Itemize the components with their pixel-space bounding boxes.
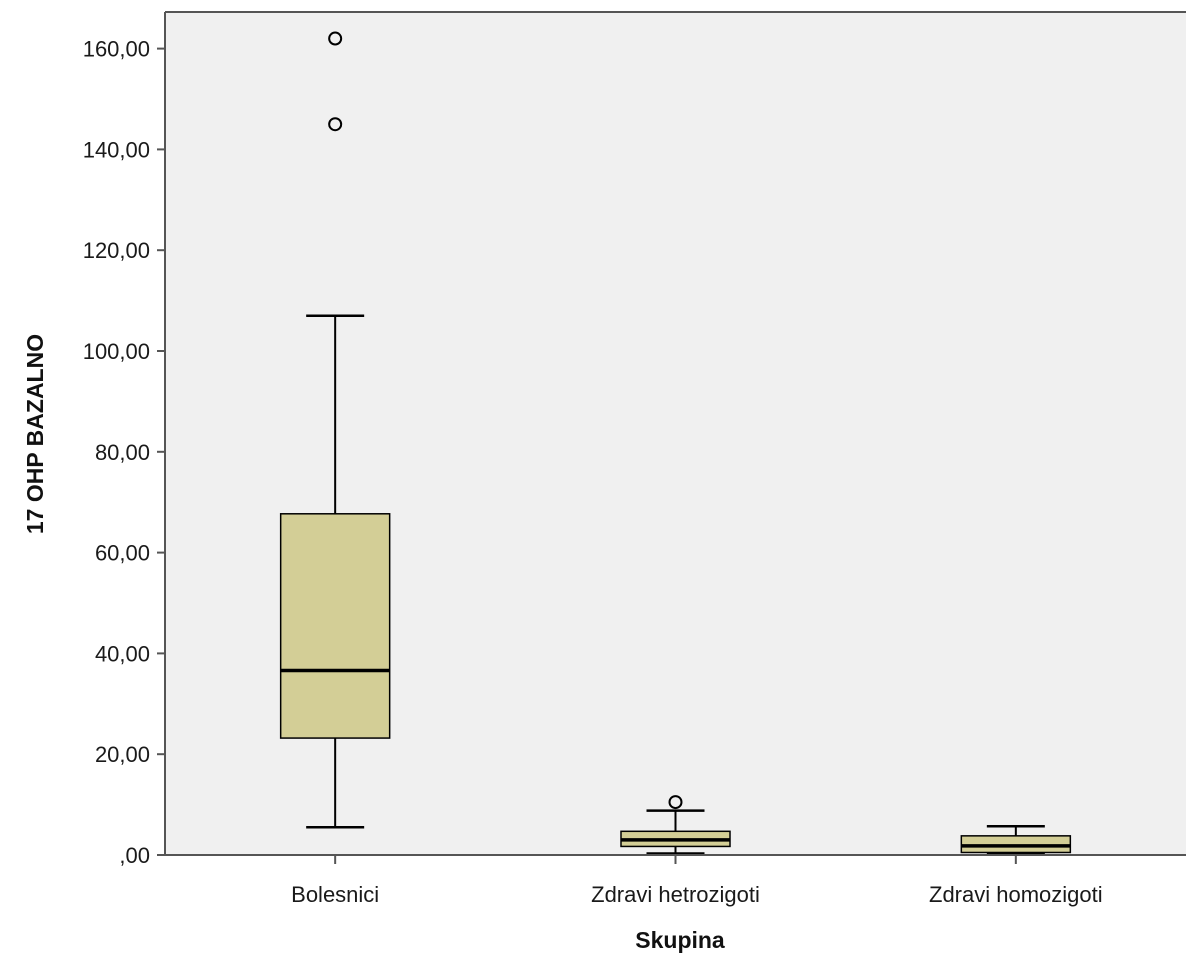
box-group	[620, 795, 731, 855]
x-tick-label: Zdravi hetrozigoti	[591, 882, 760, 907]
y-tick-label: 20,00	[95, 742, 150, 767]
y-tick-label: 140,00	[83, 137, 150, 162]
iqr-box	[960, 835, 1072, 854]
y-tick-label: 120,00	[83, 238, 150, 263]
iqr-box	[279, 513, 391, 739]
box-group	[960, 825, 1072, 856]
y-tick-label: ,00	[119, 843, 150, 868]
x-axis-title: Skupina	[635, 927, 725, 953]
outlier-point	[668, 795, 683, 810]
y-tick-label: 80,00	[95, 440, 150, 465]
y-axis-title: 17 OHP BAZALNO	[22, 334, 48, 534]
x-tick-label: Zdravi homozigoti	[929, 882, 1103, 907]
outlier-point	[328, 31, 343, 46]
outlier-point	[328, 117, 343, 132]
box-group	[279, 31, 391, 829]
y-tick-label: 160,00	[83, 37, 150, 62]
y-tick-label: 100,00	[83, 339, 150, 364]
x-tick-label: Bolesnici	[291, 882, 379, 907]
y-tick-label: 60,00	[95, 541, 150, 566]
y-tick-label: 40,00	[95, 641, 150, 666]
